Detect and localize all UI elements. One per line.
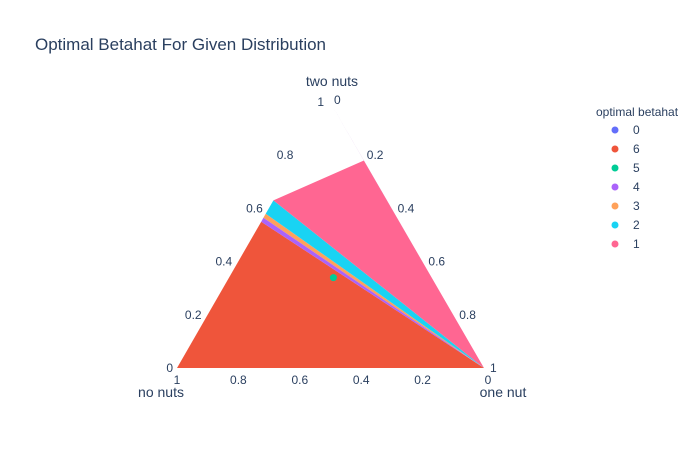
legend: optimal betahat 0 6 5 4 3 2 1 <box>596 105 679 251</box>
tick-no-nuts-1: 1 <box>174 373 181 387</box>
legend-label-4[interactable]: 4 <box>633 180 640 194</box>
region-betahat-4 <box>261 217 484 368</box>
axis-title-no-nuts: no nuts <box>138 384 184 400</box>
legend-label-5[interactable]: 5 <box>633 161 640 175</box>
legend-marker-6[interactable] <box>611 145 619 153</box>
region-betahat-2 <box>265 200 484 368</box>
tick-two-nuts-0.8: 0.8 <box>277 148 294 162</box>
legend-marker-4[interactable] <box>611 183 619 191</box>
axis-title-one-nut: one nut <box>480 384 527 400</box>
tick-two-nuts-0.4: 0.4 <box>216 255 233 269</box>
tick-no-nuts-0.6: 0.6 <box>291 373 308 387</box>
region-betahat-6 <box>177 221 484 368</box>
tick-two-nuts-1: 1 <box>317 95 324 109</box>
tick-no-nuts-0.2: 0.2 <box>414 373 431 387</box>
legend-label-2[interactable]: 2 <box>633 218 640 232</box>
tick-two-nuts-0: 0 <box>166 361 173 375</box>
region-betahat-3 <box>263 213 484 368</box>
legend-label-3[interactable]: 3 <box>633 199 640 213</box>
chart-title: Optimal Betahat For Given Distribution <box>35 35 326 54</box>
tick-one-nut-0: 0 <box>334 93 341 107</box>
tick-one-nut-0.4: 0.4 <box>398 201 415 215</box>
tick-one-nut-0.8: 0.8 <box>459 308 476 322</box>
legend-label-1[interactable]: 1 <box>633 237 640 251</box>
legend-label-6[interactable]: 6 <box>633 142 640 156</box>
tick-one-nut-1: 1 <box>490 361 497 375</box>
legend-marker-3[interactable] <box>611 202 619 210</box>
plot-area <box>177 102 484 368</box>
legend-marker-1[interactable] <box>611 240 619 248</box>
tick-no-nuts-0.4: 0.4 <box>353 373 370 387</box>
tick-no-nuts-0.8: 0.8 <box>230 373 247 387</box>
axis-ticks: 0.20.40.60.810.20.40.60.810.20.40.60.810… <box>166 93 497 387</box>
legend-title: optimal betahat <box>596 105 679 119</box>
axis-title-two-nuts: two nuts <box>306 73 358 89</box>
tick-two-nuts-0.2: 0.2 <box>185 308 202 322</box>
tick-two-nuts-0.6: 0.6 <box>246 201 263 215</box>
tick-one-nut-0.6: 0.6 <box>428 255 445 269</box>
region-betahat-1 <box>273 102 484 368</box>
tick-one-nut-0.2: 0.2 <box>367 148 384 162</box>
tick-no-nuts-0: 0 <box>485 373 492 387</box>
legend-label-0[interactable]: 0 <box>633 123 640 137</box>
legend-marker-0[interactable] <box>611 126 619 134</box>
legend-marker-2[interactable] <box>611 221 619 229</box>
point-betahat-5 <box>329 274 337 282</box>
legend-marker-5[interactable] <box>611 164 619 172</box>
